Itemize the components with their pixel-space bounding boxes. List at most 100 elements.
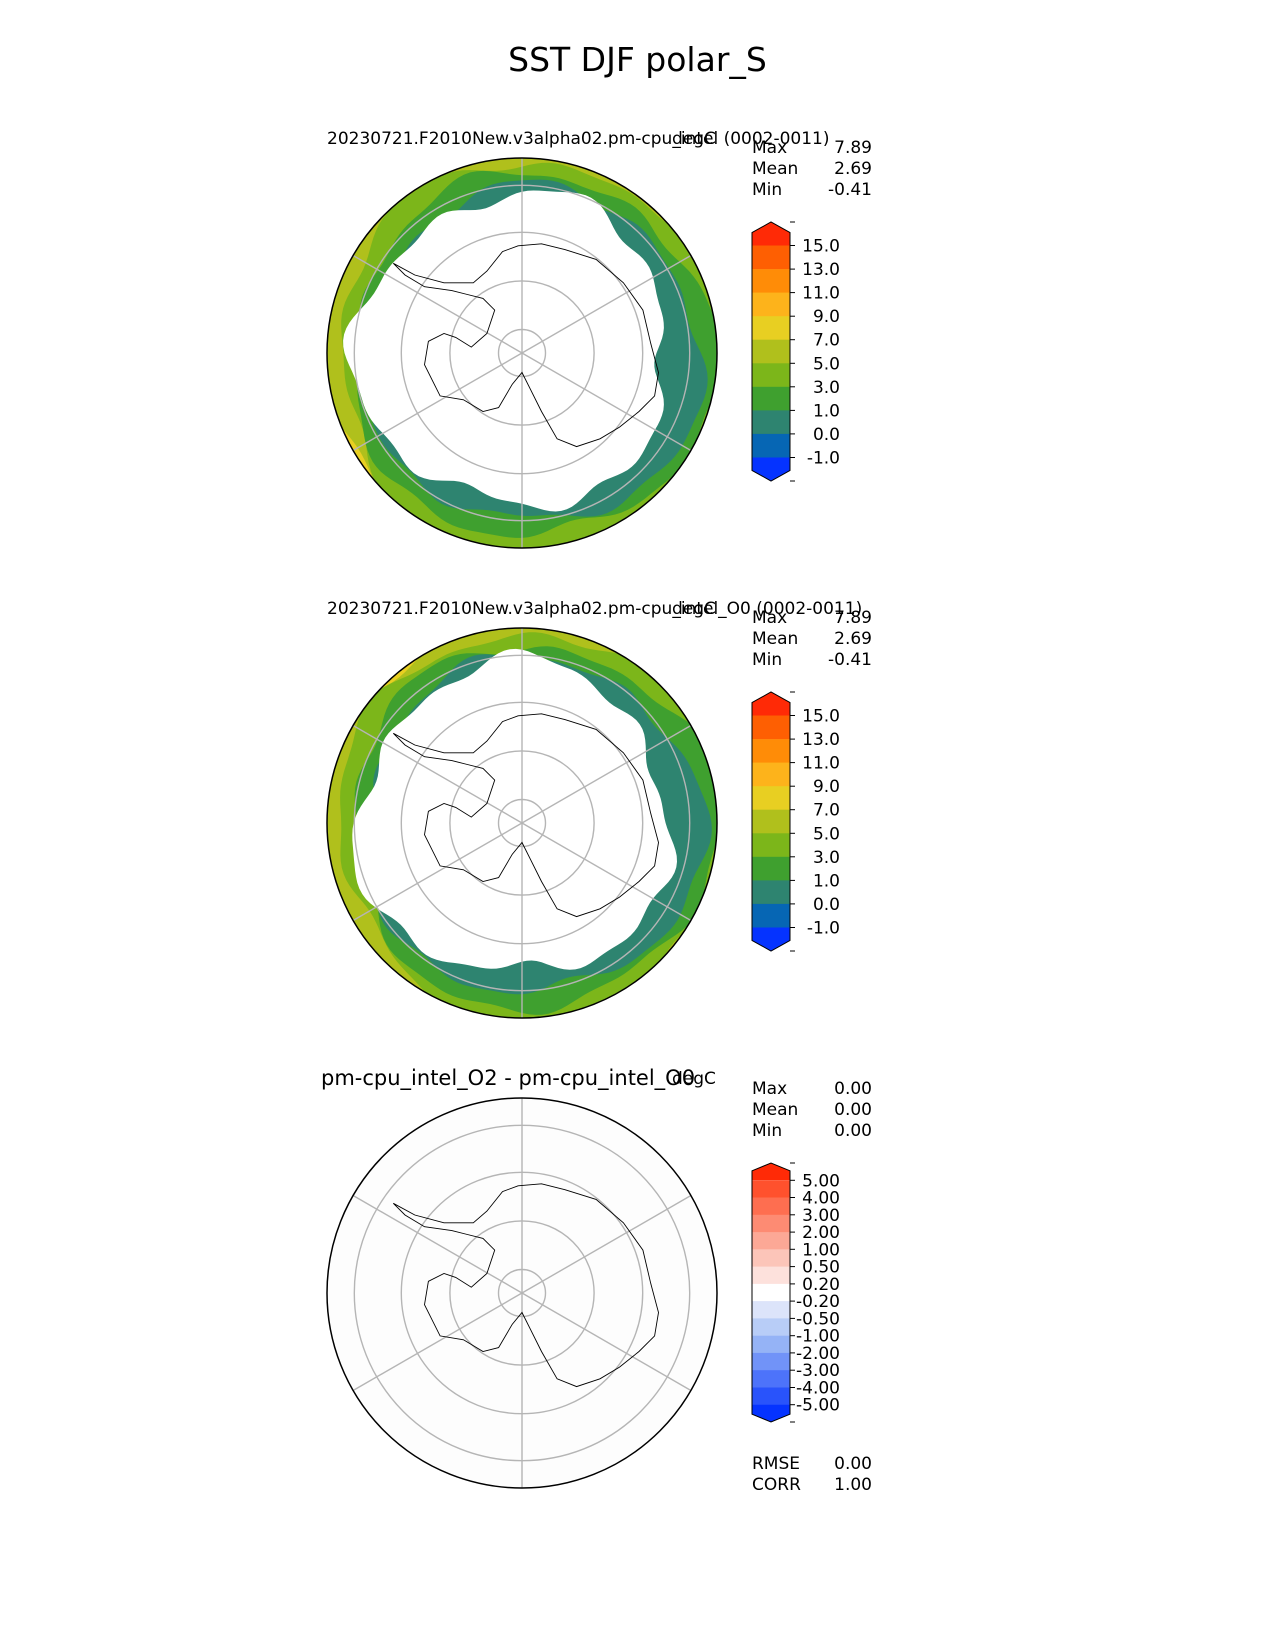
- panel-1-max-value: 7.89: [834, 138, 872, 158]
- colorbar-segment: [752, 410, 790, 435]
- panel-2-min-label: Min: [752, 650, 783, 670]
- colorbar-segment: [752, 809, 790, 834]
- colorbar-segment: [752, 927, 790, 951]
- colorbar-tick-label: 7.0: [813, 331, 840, 351]
- colorbar-segment: [752, 433, 790, 458]
- colorbar-tick-label: -0.50: [796, 1309, 840, 1329]
- panel-1-min-value: -0.41: [828, 180, 872, 200]
- map-boundary: [326, 157, 718, 549]
- panel-1-colorbar: 15.0 13.0 11.0 9.0 7.0 5.0 3.0 1.0 0.0 -1.0: [751, 221, 840, 482]
- panel-3-corr-label: CORR: [752, 1475, 801, 1495]
- panel-3-units: degC: [672, 1069, 716, 1089]
- panel-1-units: degC: [672, 129, 716, 149]
- colorbar-segment: [752, 1283, 790, 1302]
- colorbar-segment: [752, 316, 790, 341]
- colorbar-segment: [752, 386, 790, 411]
- no-data-region: [343, 190, 664, 512]
- panel-3-max-value: 0.00: [834, 1079, 872, 1099]
- panel-2-units: degC: [672, 599, 716, 619]
- colorbar-segment: [752, 1370, 790, 1388]
- colorbar-tick-label: 5.0: [813, 824, 840, 844]
- panel-3-title: pm-cpu_intel_O2 - pm-cpu_intel_O0: [321, 1066, 696, 1090]
- colorbar-tick-label: 3.00: [802, 1206, 840, 1226]
- colorbar-segment: [752, 833, 790, 858]
- colorbar-tick-label: 1.00: [802, 1240, 840, 1260]
- colorbar-segment: [752, 692, 790, 716]
- panel-1-map: [326, 157, 718, 549]
- colorbar-tick-label: 11.0: [802, 754, 840, 774]
- meridian-gridline: [521, 724, 692, 824]
- panel-2-title: 20230721.F2010New.v3alpha02.pm-cpu_intel…: [327, 599, 863, 619]
- antarctica-coastline: [392, 243, 659, 448]
- colorbar-segment: [752, 856, 790, 881]
- map-boundary: [326, 627, 718, 1019]
- panel-3-field: [327, 1098, 717, 1488]
- colorbar-outline: [751, 221, 791, 482]
- colorbar-segment: [752, 1266, 790, 1285]
- colorbar-tick-label: 0.0: [813, 895, 840, 915]
- colorbar-tick-label: 9.0: [813, 777, 840, 797]
- colorbar-segment: [752, 1214, 790, 1233]
- colorbar-segment: [752, 1335, 790, 1354]
- panel-1-field: [327, 158, 717, 548]
- panel-3-corr-value: 1.00: [834, 1475, 872, 1495]
- panel-2-colorbar: 15.0 13.0 11.0 9.0 7.0 5.0 3.0 1.0 0.0 -1.0: [751, 691, 840, 952]
- panel-2-field: [327, 628, 717, 1018]
- colorbar-segment: [752, 1387, 790, 1406]
- panel-1-mean-value: 2.69: [834, 159, 872, 179]
- colorbar-segment: [752, 1180, 790, 1198]
- meridian-gridline: [352, 1292, 523, 1392]
- colorbar-tick-label: -2.00: [796, 1344, 840, 1364]
- colorbar-tick-label: -1.0: [807, 919, 840, 939]
- colorbar-segment: [752, 1249, 790, 1267]
- colorbar-tick-label: 3.0: [813, 378, 840, 398]
- panel-2-map: [326, 627, 718, 1019]
- colorbar-tick-label: -3.00: [796, 1361, 840, 1381]
- colorbar-tick-label: 0.0: [813, 425, 840, 445]
- colorbar-segment: [752, 880, 790, 905]
- colorbar-outline: [751, 691, 791, 952]
- panel-3-mean-value: 0.00: [834, 1100, 872, 1120]
- meridian-gridline: [521, 1194, 692, 1294]
- meridian-gridline: [352, 254, 523, 354]
- panel-3-map: [326, 1097, 718, 1489]
- colorbar-outline: [751, 1162, 791, 1423]
- colorbar-segment: [752, 292, 790, 317]
- meridian-gridline: [352, 724, 523, 824]
- panel-3-min-value: 0.00: [834, 1121, 872, 1141]
- meridian-gridline: [352, 822, 523, 922]
- panel-1-title: 20230721.F2010New.v3alpha02.pm-cpu_intel…: [327, 129, 830, 149]
- colorbar-tick-label: 13.0: [802, 260, 840, 280]
- colorbar-segment: [752, 1197, 790, 1216]
- colorbar-segment: [752, 786, 790, 811]
- colorbar-tick-label: -1.0: [807, 449, 840, 469]
- meridian-gridline: [521, 1292, 692, 1392]
- panel-3-max-label: Max: [752, 1079, 788, 1099]
- colorbar-segment: [752, 1352, 790, 1371]
- colorbar-tick-label: 0.50: [802, 1258, 840, 1278]
- colorbar-tick-label: -4.00: [796, 1379, 840, 1399]
- colorbar-tick-label: 7.0: [813, 801, 840, 821]
- colorbar-segment: [752, 222, 790, 246]
- map-boundary: [326, 1097, 718, 1489]
- colorbar-segment: [752, 1318, 790, 1337]
- colorbar-segment: [752, 363, 790, 388]
- colorbar-tick-label: 4.00: [802, 1189, 840, 1209]
- antarctica-coastline: [392, 713, 659, 918]
- colorbar-tick-label: 5.00: [802, 1171, 840, 1191]
- colorbar-tick-label: 13.0: [802, 730, 840, 750]
- colorbar-tick-label: 15.0: [802, 237, 840, 257]
- panel-2-max-value: 7.89: [834, 608, 872, 628]
- meridian-gridline: [521, 822, 692, 922]
- colorbar-segment: [752, 762, 790, 787]
- colorbar-segment: [752, 1163, 790, 1181]
- colorbar-segment: [752, 1404, 790, 1422]
- colorbar-tick-label: 1.0: [813, 871, 840, 891]
- panel-2-mean-label: Mean: [752, 629, 799, 649]
- figure-title: SST DJF polar_S: [508, 40, 767, 79]
- colorbar-segment: [752, 339, 790, 364]
- colorbar-segment: [752, 1232, 790, 1250]
- colorbar-tick-label: 2.00: [802, 1223, 840, 1243]
- colorbar-segment: [752, 1301, 790, 1319]
